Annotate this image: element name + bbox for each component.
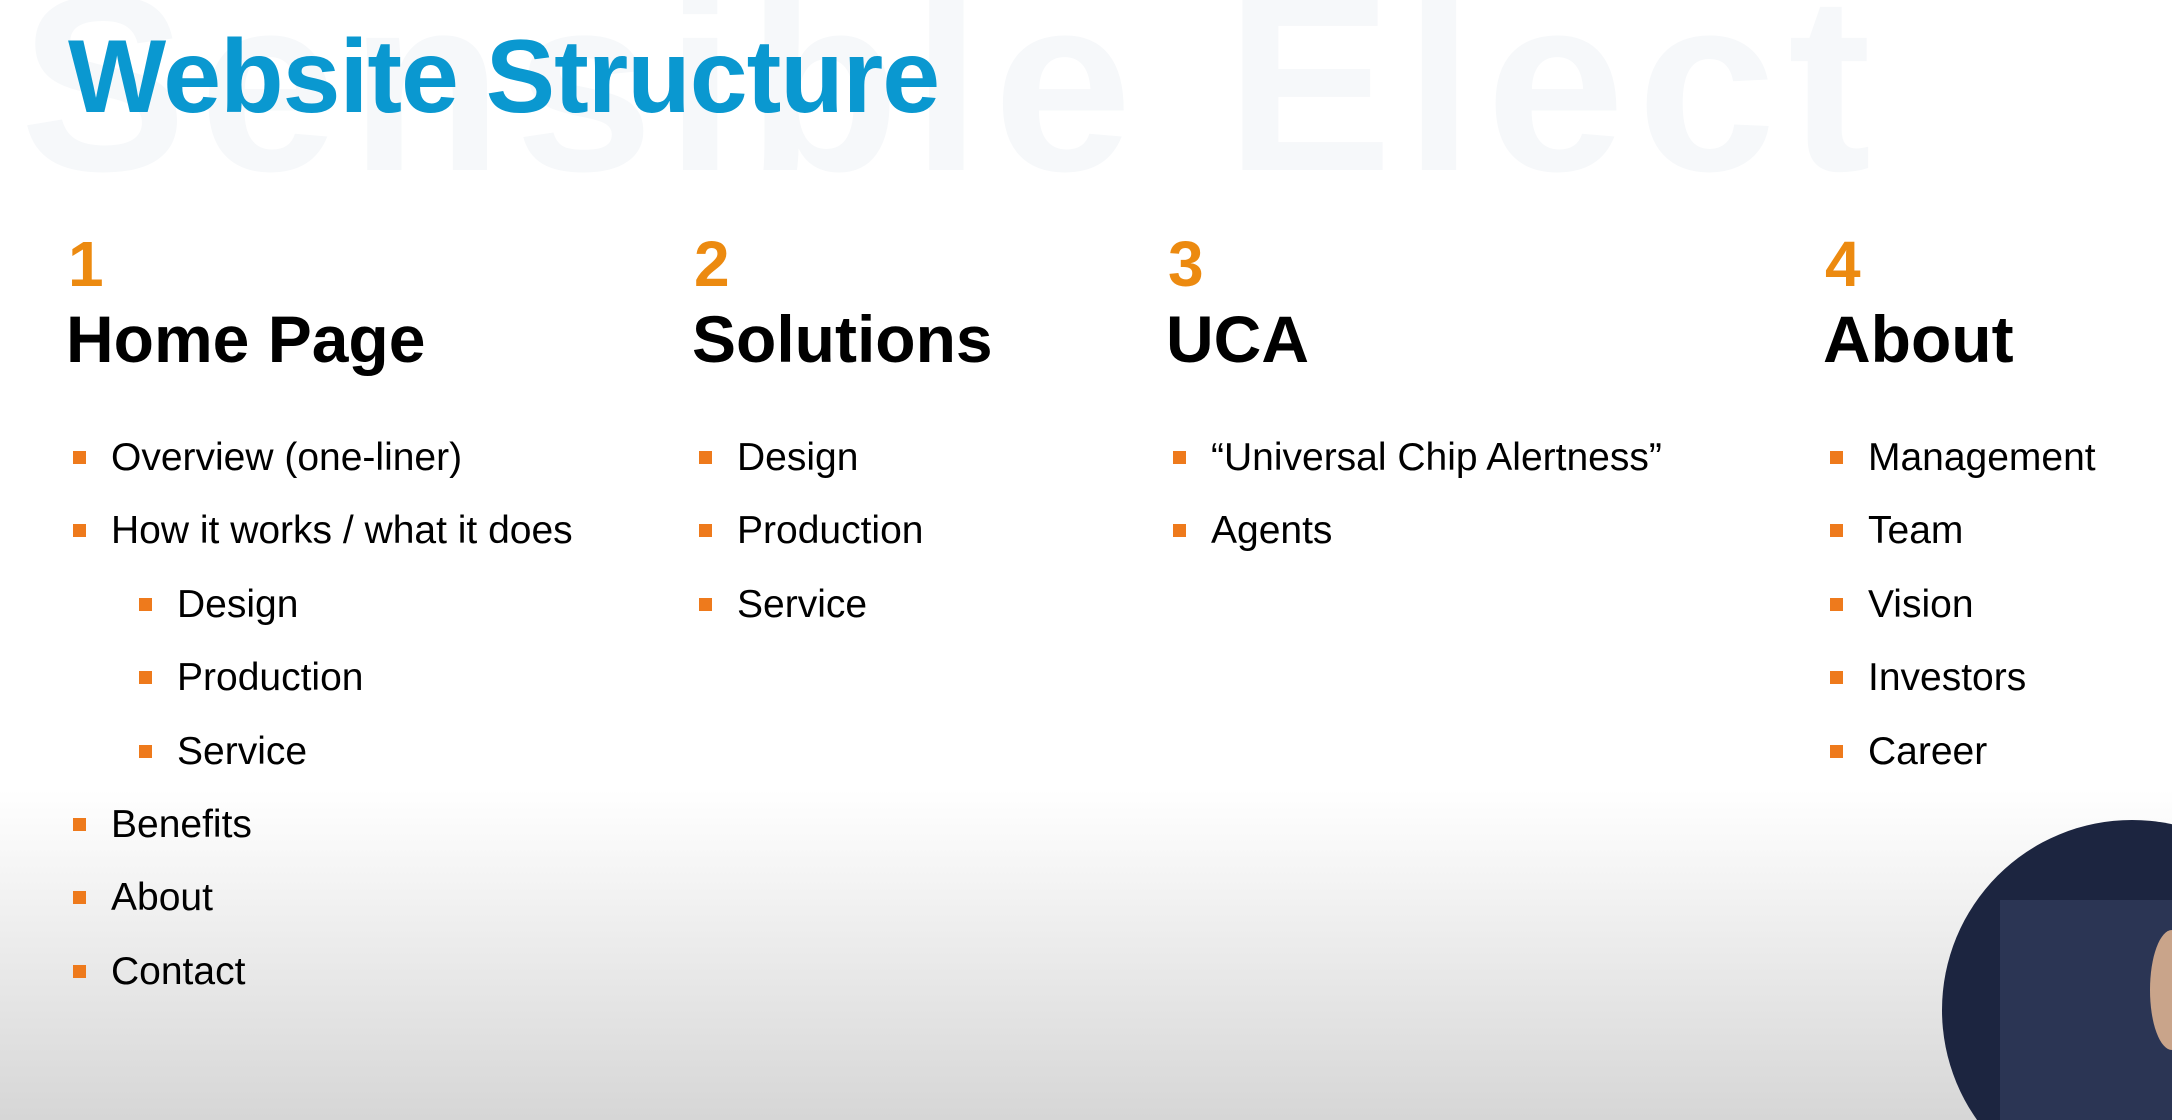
list-item: Investors <box>1868 656 2027 700</box>
slide-title: Website Structure <box>68 19 940 135</box>
list-item: Career <box>1868 729 1988 773</box>
bullet <box>1830 524 1843 538</box>
bullet <box>1830 671 1843 685</box>
list-item: Service <box>737 582 868 626</box>
list-item: “Universal Chip Alertness” <box>1211 436 1662 479</box>
list-item: Contact <box>111 949 246 993</box>
bullet <box>73 451 86 464</box>
column-number: 4 <box>1825 228 1861 300</box>
bullet <box>73 524 86 538</box>
list-item: About <box>111 876 213 920</box>
webcam-overlay <box>1942 820 2172 1120</box>
bullet <box>1830 597 1843 611</box>
bullet <box>699 524 712 538</box>
list-item: Benefits <box>111 803 252 846</box>
column-heading: Home Page <box>66 302 426 376</box>
sub-list-item: Design <box>177 582 299 626</box>
bullet <box>73 891 86 905</box>
bullet <box>73 818 86 831</box>
sub-list-item: Production <box>177 656 364 700</box>
column-number: 1 <box>68 228 104 300</box>
bullet <box>1830 744 1843 758</box>
column-heading: UCA <box>1166 302 1309 376</box>
bullet <box>1173 524 1186 538</box>
column-number: 3 <box>1168 228 1204 300</box>
column-heading: Solutions <box>692 302 993 376</box>
bullet <box>699 451 712 464</box>
list-item: Management <box>1868 436 2096 479</box>
list-item: Overview (one-liner) <box>111 436 463 479</box>
bullet <box>73 964 86 978</box>
list-item: Agents <box>1211 509 1333 553</box>
list-item: Team <box>1868 509 1964 553</box>
sub-list-item: Service <box>177 729 308 773</box>
bullet <box>139 671 152 685</box>
column-number: 2 <box>694 228 730 300</box>
list-item: How it works / what it does <box>111 509 573 553</box>
list-item: Production <box>737 509 924 553</box>
list-item: Vision <box>1868 582 1974 626</box>
bullet <box>699 597 712 611</box>
bullet <box>1830 451 1843 464</box>
column-heading: About <box>1823 302 2014 376</box>
webcam-background <box>2000 900 2172 1120</box>
watermark: Sensible Elect <box>20 0 1884 223</box>
list-item: Design <box>737 436 859 479</box>
bullet <box>139 597 152 611</box>
bullet <box>1173 451 1186 464</box>
bullet <box>139 744 152 758</box>
webcam-person <box>2150 930 2172 1050</box>
